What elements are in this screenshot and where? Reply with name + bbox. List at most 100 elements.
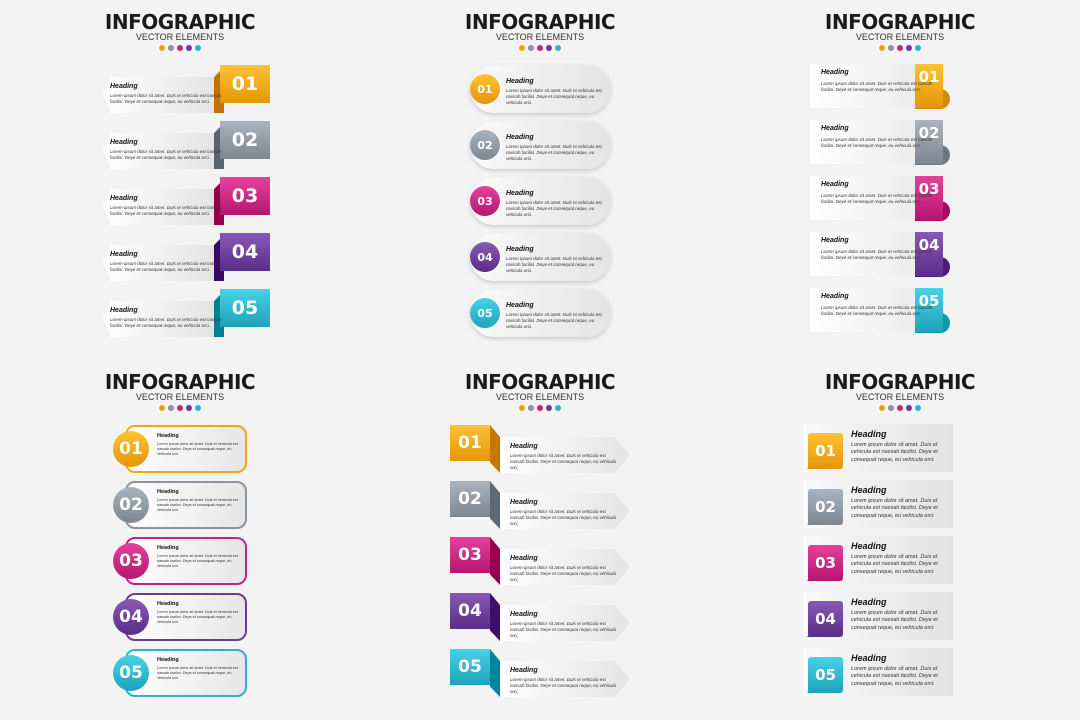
- step-item: 03 Heading Lorem ipsum dolor sit amet. Dui…: [0, 175, 360, 227]
- step-item: 05 Heading Lorem ipsum dolor sit amet. Dui…: [720, 647, 1080, 699]
- step-item: 05 Heading Lorem ipsum dolor sit amet. Dui…: [360, 287, 720, 339]
- color-dot: [906, 405, 912, 411]
- item-heading: Heading: [821, 181, 849, 188]
- text-box: [810, 232, 916, 276]
- item-heading: Heading: [510, 499, 538, 506]
- color-dot: [546, 405, 552, 411]
- item-heading: Heading: [157, 601, 179, 607]
- text-box: [810, 176, 916, 220]
- item-text: Lorem ipsum dolor sit amet. Duis et vehi…: [506, 256, 602, 274]
- text-box: [810, 120, 916, 164]
- item-heading: Heading: [821, 293, 849, 300]
- color-dot: [906, 45, 912, 51]
- color-dot: [177, 405, 183, 411]
- item-text: Lorem ipsum dolor sit amet. Duis et vehi…: [506, 312, 602, 330]
- panel-title: INFOGRAPHIC: [104, 10, 256, 34]
- text-box: [103, 133, 221, 169]
- color-dot: [528, 45, 534, 51]
- item-heading: Heading: [506, 190, 534, 197]
- item-text: Lorem ipsum dolor sit amet. Duis et vehi…: [506, 88, 602, 106]
- color-dot: [528, 405, 534, 411]
- number-circle: 05: [113, 655, 149, 691]
- item-text: Lorem ipsum dolor sit amet. Duis et vehi…: [157, 442, 238, 457]
- color-dot: [897, 405, 903, 411]
- panel-subtitle: VECTOR ELEMENTS: [135, 32, 225, 42]
- color-dot: [888, 45, 894, 51]
- number-square: 02: [808, 489, 843, 525]
- number-square: 01: [808, 433, 843, 469]
- step-item: 01 Heading Lorem ipsum dolor sit amet. Dui…: [360, 423, 720, 475]
- item-text: Lorem ipsum dolor sit amet. Duis et vehi…: [157, 498, 238, 513]
- step-item: 01 Heading Lorem ipsum dolor sit amet. Dui…: [720, 423, 1080, 475]
- item-heading: Heading: [510, 555, 538, 562]
- color-dot: [168, 45, 174, 51]
- item-text: Lorem ipsum dolor sit amet. Duis et vehi…: [506, 144, 602, 162]
- fold-shadow: [214, 235, 224, 281]
- item-text: Lorem ipsum dolor sit amet. Duis et vehi…: [851, 666, 938, 687]
- panel-subtitle: VECTOR ELEMENTS: [495, 392, 585, 402]
- infographic-panel: INFOGRAPHIC VECTOR ELEMENTS 01 Heading Lorem…: [720, 0, 1080, 360]
- item-text: Lorem ipsum dolor sit amet. Duis et vehi…: [110, 317, 222, 329]
- text-box: [103, 189, 221, 225]
- infographic-panel: INFOGRAPHIC VECTOR ELEMENTS 01 Heading Lorem…: [360, 0, 720, 360]
- number-tab: 02: [915, 120, 943, 164]
- number-tab: 04: [915, 232, 943, 276]
- fold-shadow: [490, 481, 500, 529]
- item-text: Lorem ipsum dolor sit amet. Duis et vehi…: [110, 93, 222, 105]
- panel-subtitle: VECTOR ELEMENTS: [135, 392, 225, 402]
- color-dots: [0, 45, 360, 51]
- color-dot: [888, 405, 894, 411]
- step-item: 02 Heading Lorem ipsum dolor sit amet. Dui…: [720, 119, 1080, 171]
- step-item: 02 Heading Lorem ipsum dolor sit amet. Dui…: [360, 479, 720, 531]
- item-heading: Heading: [821, 125, 849, 132]
- step-item: 01 Heading Lorem ipsum dolor sit amet. Dui…: [0, 63, 360, 115]
- fold-shadow: [490, 649, 500, 697]
- step-item: 01 Heading Lorem ipsum dolor sit amet. Dui…: [720, 63, 1080, 115]
- number-square: 01: [450, 425, 490, 461]
- number-tab: 02: [220, 121, 270, 159]
- item-heading: Heading: [851, 597, 887, 607]
- color-dots: [720, 45, 1080, 51]
- infographic-panel: INFOGRAPHIC VECTOR ELEMENTS 01 Heading Lorem…: [0, 0, 360, 360]
- item-text: Lorem ipsum dolor sit amet. Duis et vehi…: [851, 498, 938, 519]
- panel-subtitle: VECTOR ELEMENTS: [855, 32, 945, 42]
- panel-title: INFOGRAPHIC: [464, 370, 616, 394]
- item-text: Lorem ipsum dolor sit amet. Duis et vehi…: [821, 81, 933, 93]
- infographic-panel: INFOGRAPHIC VECTOR ELEMENTS 01 Heading Lorem…: [0, 360, 360, 720]
- number-tab: 03: [915, 176, 943, 220]
- item-heading: Heading: [821, 69, 849, 76]
- item-heading: Heading: [110, 251, 138, 258]
- item-text: Lorem ipsum dolor sit amet. Duis et vehi…: [510, 677, 617, 695]
- panel-subtitle: VECTOR ELEMENTS: [855, 392, 945, 402]
- item-text: Lorem ipsum dolor sit amet. Duis et vehi…: [110, 149, 222, 161]
- number-circle: 03: [113, 543, 149, 579]
- number-square: 04: [808, 601, 843, 637]
- step-item: 04 Heading Lorem ipsum dolor sit amet. Dui…: [360, 591, 720, 643]
- bordered-box: [125, 481, 247, 529]
- number-square: 05: [808, 657, 843, 693]
- color-dots: [0, 405, 360, 411]
- step-item: 04 Heading Lorem ipsum dolor sit amet. Dui…: [720, 591, 1080, 643]
- number-square: 03: [808, 545, 843, 581]
- item-heading: Heading: [110, 83, 138, 90]
- step-item: 04 Heading Lorem ipsum dolor sit amet. Dui…: [0, 231, 360, 283]
- item-text: Lorem ipsum dolor sit amet. Duis et vehi…: [157, 666, 238, 681]
- step-item: 02 Heading Lorem ipsum dolor sit amet. Dui…: [0, 119, 360, 171]
- number-circle: 05: [470, 298, 500, 328]
- color-dot: [537, 45, 543, 51]
- item-heading: Heading: [510, 667, 538, 674]
- item-heading: Heading: [851, 429, 887, 439]
- item-text: Lorem ipsum dolor sit amet. Duis et vehi…: [821, 249, 933, 261]
- color-dot: [195, 405, 201, 411]
- item-text: Lorem ipsum dolor sit amet. Duis et vehi…: [821, 305, 933, 317]
- step-item: 04 Heading Lorem ipsum dolor sit amet. Dui…: [360, 231, 720, 283]
- color-dots: [360, 405, 720, 411]
- text-box: [810, 288, 916, 332]
- arrow-box: [500, 437, 630, 473]
- step-item: 02 Heading Lorem ipsum dolor sit amet. Dui…: [0, 479, 360, 531]
- number-circle: 02: [470, 130, 500, 160]
- number-circle: 01: [113, 431, 149, 467]
- item-text: Lorem ipsum dolor sit amet. Duis et vehi…: [510, 453, 617, 471]
- color-dot: [879, 45, 885, 51]
- item-text: Lorem ipsum dolor sit amet. Duis et vehi…: [510, 509, 617, 527]
